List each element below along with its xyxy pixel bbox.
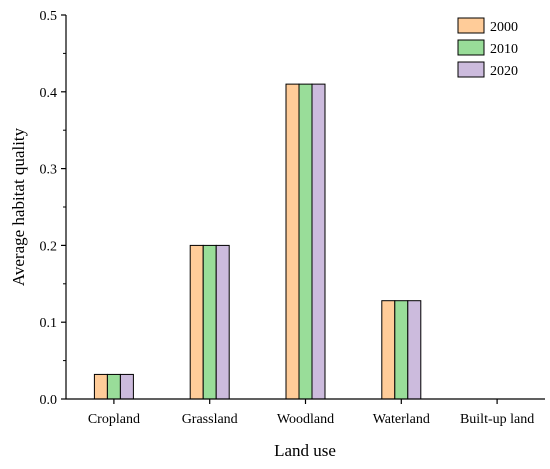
legend-swatch-2020 — [457, 61, 485, 78]
x-tick-label: Woodland — [277, 412, 334, 427]
x-axis-title: Land use — [274, 441, 336, 460]
bar-2010-cropland — [106, 373, 121, 400]
y-tick-label: 0.5 — [40, 9, 58, 24]
legend-label-2010: 2010 — [490, 42, 518, 57]
y-tick-label: 0.4 — [40, 86, 58, 101]
legend-swatch-2010 — [457, 39, 485, 56]
y-tick-label: 0.3 — [40, 163, 58, 178]
bar-2010-grassland — [202, 244, 217, 400]
bar-2000-waterland — [381, 300, 396, 400]
bar-2000-woodland — [285, 83, 300, 400]
bar-2020-cropland — [119, 373, 134, 400]
bar-2000-grassland — [189, 244, 204, 400]
bar-2020-waterland — [407, 300, 422, 400]
bar-2010-woodland — [298, 83, 313, 400]
y-tick-label: 0.2 — [40, 239, 58, 254]
legend-swatch-2000 — [457, 17, 485, 34]
x-tick-label: Waterland — [373, 412, 430, 427]
legend: 2000 2010 2020 — [457, 17, 518, 79]
x-tick-label: Cropland — [88, 412, 140, 427]
x-tick-label: Built-up land — [460, 412, 534, 427]
y-tick-label: 0.1 — [40, 316, 58, 331]
y-tick-label: 0.0 — [40, 393, 58, 408]
bar-2010-waterland — [394, 300, 409, 400]
bars-layer — [93, 83, 422, 400]
y-axis-title: Average habitat quality — [9, 127, 28, 286]
x-tick-label: Grassland — [182, 412, 238, 427]
legend-label-2020: 2020 — [490, 64, 518, 79]
bar-2000-cropland — [93, 373, 108, 400]
axes-layer: 0.0 0.1 0.2 0.3 0.4 0.5 Cropland Grassland Woodl… — [40, 9, 545, 427]
legend-label-2000: 2000 — [490, 20, 518, 35]
bar-2020-grassland — [215, 244, 230, 400]
bar-2020-woodland — [311, 83, 326, 400]
